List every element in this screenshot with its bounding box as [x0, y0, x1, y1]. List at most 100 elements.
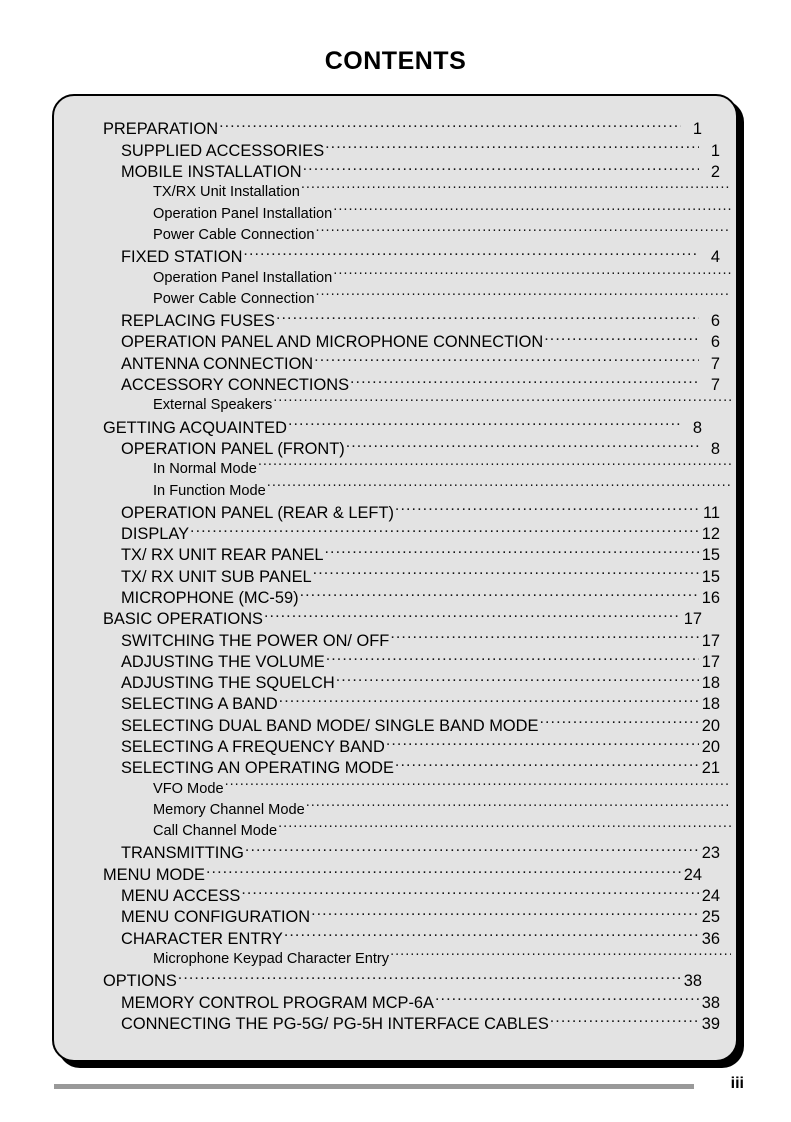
- toc-entry[interactable]: GETTING ACQUAINTED 8: [103, 416, 702, 437]
- toc-entry[interactable]: MENU ACCESS 24: [103, 885, 720, 906]
- toc-leader-dots: [267, 480, 731, 495]
- toc-entry[interactable]: OPERATION PANEL AND MICROPHONE CONNECTIO…: [103, 331, 720, 352]
- toc-entry[interactable]: Operation Panel Installation 3: [103, 203, 736, 224]
- toc-entry-page-number: 24: [683, 865, 702, 884]
- toc-leader-dots: [544, 331, 699, 347]
- table-of-contents-list: PREPARATION1SUPPLIED ACCESSORIES1MOBILE …: [54, 96, 736, 1034]
- toc-entry-label: SELECTING A BAND: [121, 695, 278, 714]
- toc-entry[interactable]: OPERATION PANEL (REAR & LEFT) 11: [103, 501, 720, 522]
- toc-entry-page-number: 21: [701, 759, 720, 778]
- toc-entry-page-number: 38: [701, 993, 720, 1012]
- toc-entry[interactable]: OPTIONS 38: [103, 970, 702, 991]
- toc-entry-page-number: 4: [732, 268, 736, 289]
- toc-entry-label: ANTENNA CONNECTION: [121, 354, 314, 373]
- toc-entry[interactable]: Power Cable Connection 5: [103, 288, 736, 309]
- toc-entry[interactable]: MOBILE INSTALLATION 2: [103, 161, 720, 182]
- toc-entry-page-number: 24: [701, 887, 720, 906]
- toc-leader-dots: [395, 501, 699, 517]
- toc-entry[interactable]: SUPPLIED ACCESSORIES 1: [103, 139, 720, 160]
- toc-leader-dots: [190, 523, 699, 539]
- toc-entry-label: Microphone Keypad Character Entry: [153, 951, 390, 968]
- toc-entry-page-number: 2: [710, 162, 720, 181]
- toc-entry-page-number: 6: [710, 333, 720, 352]
- toc-entry[interactable]: SELECTING AN OPERATING MODE 21: [103, 757, 720, 778]
- toc-leader-dots: [336, 672, 699, 688]
- toc-entry[interactable]: VFO Mode 21: [103, 778, 736, 799]
- toc-entry[interactable]: ADJUSTING THE SQUELCH 18: [103, 672, 720, 693]
- toc-entry[interactable]: ADJUSTING THE VOLUME 17: [103, 650, 720, 671]
- toc-entry[interactable]: ACCESSORY CONNECTIONS 7: [103, 374, 720, 395]
- toc-entry-page-number: 36: [701, 929, 720, 948]
- toc-leader-dots: [258, 459, 731, 474]
- toc-entry[interactable]: SELECTING A FREQUENCY BAND 20: [103, 736, 720, 757]
- toc-entry-page-number: 39: [701, 1014, 720, 1033]
- toc-entry[interactable]: CONNECTING THE PG-5G/ PG-5H INTERFACE CA…: [103, 1012, 720, 1033]
- toc-leader-dots: [206, 863, 681, 879]
- toc-entry[interactable]: ANTENNA CONNECTION 7: [103, 352, 720, 373]
- toc-entry-label: TRANSMITTING: [121, 844, 244, 863]
- toc-entry[interactable]: BASIC OPERATIONS 17: [103, 608, 702, 629]
- toc-entry-page-number: 37: [732, 949, 737, 970]
- toc-entry[interactable]: CHARACTER ENTRY 36: [103, 927, 720, 948]
- toc-leader-dots: [303, 161, 699, 177]
- toc-entry-label: OPERATION PANEL (REAR & LEFT): [121, 503, 394, 522]
- toc-leader-dots: [276, 310, 699, 326]
- toc-entry[interactable]: MENU CONFIGURATION 25: [103, 906, 720, 927]
- toc-entry[interactable]: MEMORY CONTROL PROGRAM MCP-6A 38: [103, 991, 720, 1012]
- toc-leader-dots: [386, 736, 699, 752]
- toc-entry-page-number: 25: [701, 908, 720, 927]
- toc-entry[interactable]: Operation Panel Installation 4: [103, 267, 736, 289]
- toc-entry-page-number: 17: [701, 652, 720, 671]
- toc-entry[interactable]: MENU MODE 24: [103, 863, 702, 884]
- toc-entry-label: MENU MODE: [103, 865, 205, 884]
- toc-entry[interactable]: TX/RX Unit Installation 2: [103, 182, 736, 203]
- toc-entry[interactable]: PREPARATION 1: [103, 118, 702, 139]
- toc-leader-dots: [225, 778, 731, 793]
- toc-entry[interactable]: DISPLAY 12: [103, 523, 720, 544]
- toc-entry[interactable]: Memory Channel Mode 22: [103, 800, 737, 821]
- toc-leader-dots: [325, 139, 699, 155]
- toc-entry[interactable]: Call Channel Mode 22: [103, 821, 737, 842]
- toc-entry-page-number: 7: [732, 395, 736, 416]
- toc-entry-page-number: 10: [732, 481, 737, 502]
- toc-leader-dots: [315, 288, 731, 303]
- toc-entry-label: REPLACING FUSES: [121, 312, 275, 331]
- toc-leader-dots: [243, 246, 699, 262]
- toc-entry[interactable]: OPERATION PANEL (FRONT) 8: [103, 437, 720, 458]
- toc-entry-page-number: 8: [692, 418, 702, 437]
- toc-leader-dots: [550, 1012, 699, 1028]
- toc-entry-page-number: 20: [701, 716, 720, 735]
- toc-entry[interactable]: In Normal Mode 8: [103, 459, 736, 480]
- toc-entry-page-number: 22: [732, 821, 737, 842]
- page-title: CONTENTS: [324, 47, 467, 75]
- toc-entry-page-number: 18: [701, 674, 720, 693]
- toc-entry[interactable]: TRANSMITTING 23: [103, 842, 720, 863]
- toc-entry[interactable]: FIXED STATION 4: [103, 246, 720, 267]
- toc-entry[interactable]: Power Cable Connection 3: [103, 224, 736, 245]
- toc-entry-label: ADJUSTING THE VOLUME: [121, 652, 325, 671]
- toc-entry[interactable]: SWITCHING THE POWER ON/ OFF 17: [103, 629, 720, 650]
- toc-leader-dots: [333, 267, 731, 282]
- toc-entry[interactable]: TX/ RX UNIT SUB PANEL 15: [103, 565, 720, 586]
- toc-entry-label: TX/RX Unit Installation: [153, 184, 300, 201]
- toc-entry[interactable]: SELECTING A BAND 18: [103, 693, 720, 714]
- toc-entry-label: SELECTING A FREQUENCY BAND: [121, 738, 385, 756]
- toc-entry-label: Operation Panel Installation: [153, 205, 333, 222]
- toc-entry-label: In Function Mode: [153, 482, 266, 499]
- toc-entry[interactable]: SELECTING DUAL BAND MODE/ SINGLE BAND MO…: [103, 714, 720, 735]
- toc-entry-page-number: 8: [710, 439, 720, 458]
- toc-entry[interactable]: MICROPHONE (MC-59) 16: [103, 587, 720, 608]
- toc-entry[interactable]: TX/ RX UNIT REAR PANEL 15: [103, 544, 720, 565]
- toc-entry-page-number: 22: [732, 800, 737, 821]
- toc-entry-label: DISPLAY: [121, 525, 190, 544]
- toc-entry-label: CHARACTER ENTRY: [121, 929, 283, 948]
- toc-entry-label: In Normal Mode: [153, 461, 257, 478]
- toc-entry-page-number: 1: [710, 141, 720, 160]
- toc-entry[interactable]: REPLACING FUSES 6: [103, 310, 720, 331]
- toc-entry-page-number: 18: [701, 695, 720, 714]
- toc-entry[interactable]: In Function Mode 10: [103, 480, 737, 502]
- toc-entry[interactable]: Microphone Keypad Character Entry 37: [103, 949, 737, 970]
- toc-leader-dots: [245, 842, 699, 858]
- toc-entry[interactable]: External Speakers 7: [103, 395, 736, 416]
- toc-leader-dots: [288, 416, 681, 432]
